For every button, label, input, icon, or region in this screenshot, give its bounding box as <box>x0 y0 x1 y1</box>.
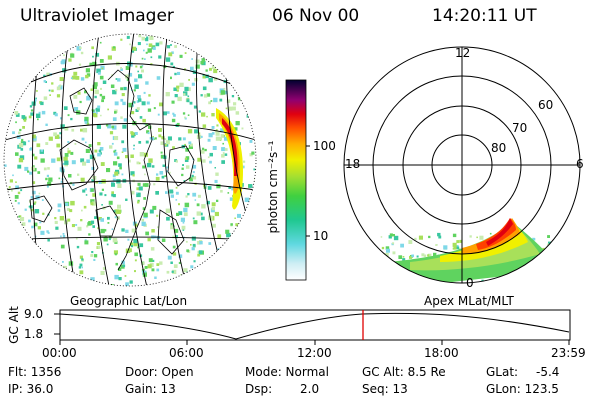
mlt-label-6: 6 <box>576 157 584 171</box>
sequence-value: Seq: 13 <box>362 382 408 396</box>
ip-value: IP: 36.0 <box>8 382 54 396</box>
dsp-value: 2.0 <box>300 382 320 396</box>
glat-value: -5.4 <box>536 365 560 379</box>
glat-label: GLat: <box>486 365 519 379</box>
date-label: 06 Nov 00 <box>272 6 360 26</box>
time-label: 14:20:11 UT <box>432 6 537 26</box>
glon-value: GLon: 123.5 <box>486 382 559 396</box>
mlt-label-18: 18 <box>345 157 361 171</box>
altitude-track-plot <box>54 309 571 345</box>
xtick-0600: 06:00 <box>169 346 204 360</box>
mlat-label-80: 80 <box>491 141 507 155</box>
geographic-globe <box>3 33 257 287</box>
mlt-label-12: 12 <box>455 46 471 60</box>
mode-status: Mode: Normal <box>245 365 329 379</box>
colorbar-unit-label: photon cm⁻²s⁻¹ <box>266 140 280 234</box>
altitude-ytick-9: 9.0 <box>24 307 44 321</box>
colorbar-tick-10: 10 <box>313 229 329 243</box>
altitude-ytick-1-8: 1.8 <box>24 327 44 341</box>
mlat-label-70: 70 <box>512 121 528 135</box>
xtick-1800: 18:00 <box>424 346 459 360</box>
colorbar-tick-100: 100 <box>313 139 336 153</box>
polar-mlt-plot <box>343 46 581 284</box>
dsp-label: Dsp: <box>245 382 273 396</box>
globe-emission-pixels <box>4 34 256 286</box>
door-status: Door: Open <box>125 365 194 379</box>
color-scale-bar <box>285 79 310 281</box>
xtick-0000: 00:00 <box>42 346 77 360</box>
gc-altitude: GC Alt: 8.5 Re <box>362 365 446 379</box>
geographic-caption: Geographic Lat/Lon <box>70 294 188 308</box>
instrument-title: Ultraviolet Imager <box>20 6 174 26</box>
mlat-label-60: 60 <box>538 98 554 112</box>
flight-number: Flt: 1356 <box>8 365 62 379</box>
mlt-label-0: 0 <box>466 276 474 290</box>
gain-value: Gain: 13 <box>125 382 176 396</box>
xtick-2359: 23:59 <box>551 346 586 360</box>
xtick-1200: 12:00 <box>297 346 332 360</box>
apex-caption: Apex MLat/MLT <box>424 294 514 308</box>
globe-coastlines <box>29 69 195 271</box>
altitude-ylabel: GC Alt <box>7 306 21 344</box>
